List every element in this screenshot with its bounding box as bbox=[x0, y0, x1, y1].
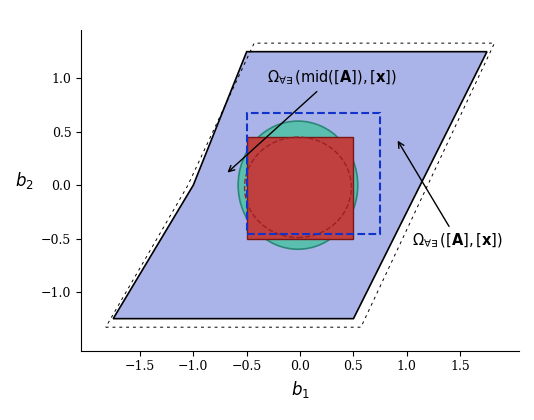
Bar bbox=[247, 137, 354, 239]
Polygon shape bbox=[113, 52, 487, 319]
Text: $\Omega_{\forall\exists}\,([\mathbf{A}],[\mathbf{x}])$: $\Omega_{\forall\exists}\,([\mathbf{A}],… bbox=[398, 142, 503, 250]
X-axis label: $b_1$: $b_1$ bbox=[290, 379, 310, 400]
Ellipse shape bbox=[238, 121, 358, 249]
Bar bbox=[247, 113, 380, 234]
Text: $\Omega_{\forall\exists}\,(\mathrm{mid}([\mathbf{A}]),[\mathbf{x}])$: $\Omega_{\forall\exists}\,(\mathrm{mid}(… bbox=[229, 68, 397, 172]
Y-axis label: $b_2$: $b_2$ bbox=[15, 170, 34, 191]
